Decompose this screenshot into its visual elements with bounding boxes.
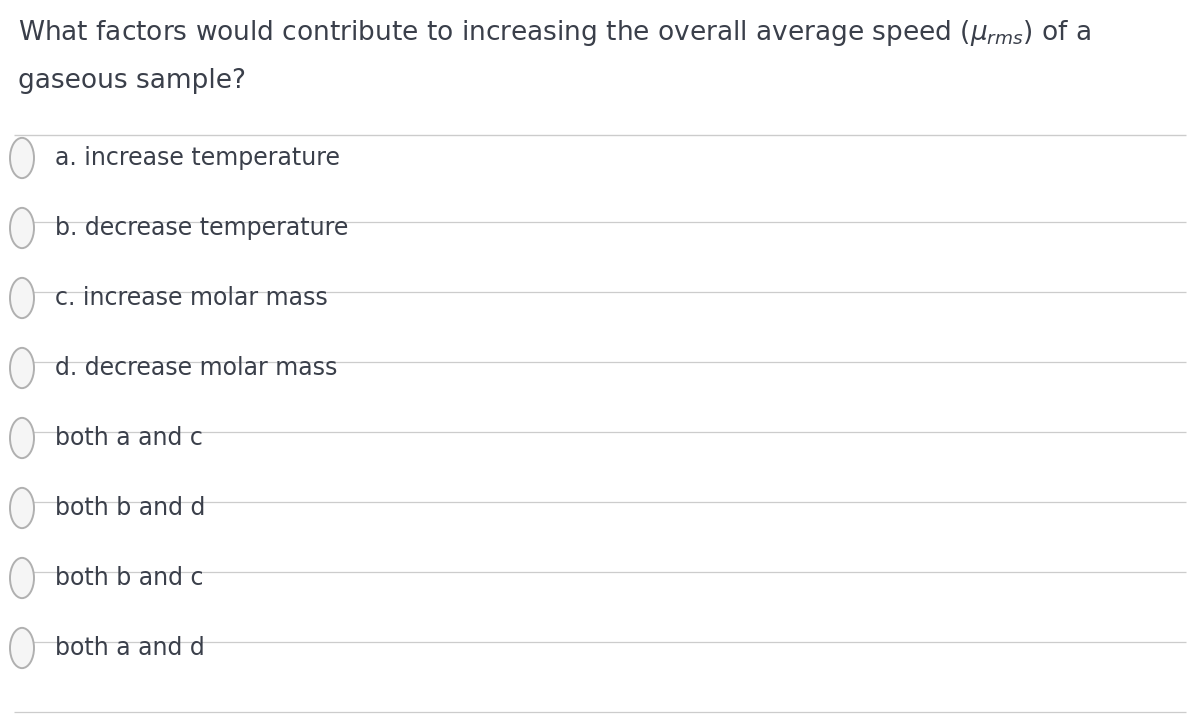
- Text: both a and d: both a and d: [55, 636, 205, 660]
- Text: a. increase temperature: a. increase temperature: [55, 146, 340, 170]
- Text: both b and d: both b and d: [55, 496, 205, 520]
- Ellipse shape: [10, 348, 34, 388]
- Text: d. decrease molar mass: d. decrease molar mass: [55, 356, 337, 380]
- Ellipse shape: [10, 278, 34, 318]
- Ellipse shape: [10, 138, 34, 178]
- Ellipse shape: [10, 628, 34, 668]
- Text: c. increase molar mass: c. increase molar mass: [55, 286, 328, 310]
- Text: both b and c: both b and c: [55, 566, 204, 590]
- Text: both a and c: both a and c: [55, 426, 203, 450]
- Ellipse shape: [10, 488, 34, 528]
- Text: What factors would contribute to increasing the overall average speed ($\mu_{rms: What factors would contribute to increas…: [18, 18, 1091, 48]
- Ellipse shape: [10, 208, 34, 248]
- Ellipse shape: [10, 418, 34, 458]
- Ellipse shape: [10, 558, 34, 598]
- Text: b. decrease temperature: b. decrease temperature: [55, 216, 348, 240]
- Text: gaseous sample?: gaseous sample?: [18, 68, 246, 94]
